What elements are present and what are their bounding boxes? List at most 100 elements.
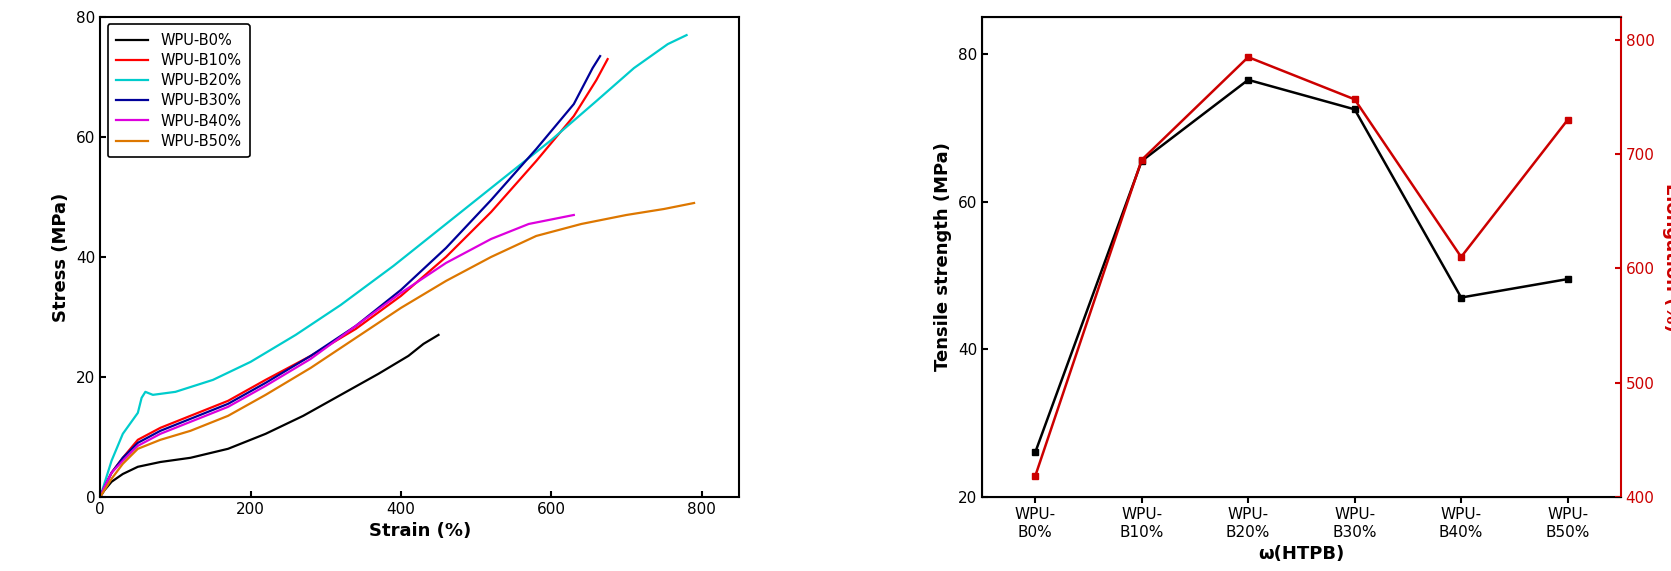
WPU-B10%: [112, 455, 132, 461]
WPU-B20%: [286, 331, 306, 338]
WPU-B30%: [256, 379, 276, 386]
WPU-B30%: [346, 323, 366, 329]
Line: WPU-B50%: WPU-B50%: [100, 203, 693, 497]
WPU-B20%: [90, 493, 110, 500]
WPU-B40%: [150, 431, 170, 437]
WPU-B50%: [391, 304, 411, 311]
WPU-B0%: [428, 331, 448, 338]
WPU-B0%: [368, 371, 388, 377]
WPU-B50%: [217, 412, 237, 419]
WPU-B50%: [94, 487, 114, 494]
Line: WPU-B0%: WPU-B0%: [100, 335, 438, 497]
WPU-B20%: [383, 263, 403, 270]
Y-axis label: Stress (MPa): Stress (MPa): [52, 192, 70, 321]
WPU-B50%: [436, 278, 456, 284]
WPU-B50%: [571, 220, 592, 227]
WPU-B50%: [653, 206, 673, 212]
Y-axis label: Tensile strength (MPa): Tensile strength (MPa): [934, 143, 952, 371]
WPU-B40%: [256, 383, 276, 389]
WPU-B30%: [150, 427, 170, 434]
WPU-B10%: [301, 352, 321, 359]
WPU-B10%: [94, 484, 114, 491]
WPU-B50%: [481, 254, 501, 260]
WPU-B30%: [180, 416, 201, 423]
WPU-B20%: [135, 388, 155, 395]
WPU-B20%: [658, 41, 678, 47]
X-axis label: Strain (%): Strain (%): [369, 522, 471, 540]
WPU-B0%: [292, 412, 312, 419]
WPU-B40%: [217, 403, 237, 410]
Line: WPU-B30%: WPU-B30%: [100, 56, 600, 497]
WPU-B50%: [683, 200, 703, 207]
WPU-B0%: [256, 431, 276, 437]
WPU-B30%: [301, 352, 321, 359]
Line: WPU-B20%: WPU-B20%: [100, 35, 687, 497]
WPU-B10%: [436, 254, 456, 260]
WPU-B50%: [127, 445, 147, 452]
WPU-B50%: [346, 335, 366, 341]
WPU-B0%: [112, 471, 132, 477]
WPU-B50%: [526, 232, 546, 239]
WPU-B30%: [391, 287, 411, 293]
Legend: WPU-B0%, WPU-B10%, WPU-B20%, WPU-B30%, WPU-B40%, WPU-B50%: WPU-B0%, WPU-B10%, WPU-B20%, WPU-B30%, W…: [107, 25, 251, 158]
WPU-B50%: [301, 364, 321, 371]
WPU-B0%: [127, 464, 147, 471]
WPU-B10%: [180, 412, 201, 419]
WPU-B20%: [488, 179, 508, 186]
WPU-B40%: [90, 493, 110, 500]
WPU-B10%: [587, 77, 607, 83]
WPU-B50%: [617, 211, 637, 218]
WPU-B40%: [94, 484, 114, 491]
WPU-B0%: [398, 352, 418, 359]
WPU-B0%: [150, 459, 170, 465]
WPU-B10%: [598, 56, 618, 63]
WPU-B20%: [102, 457, 122, 464]
WPU-B0%: [331, 392, 351, 399]
Line: WPU-B10%: WPU-B10%: [100, 59, 608, 497]
WPU-B50%: [90, 493, 110, 500]
WPU-B40%: [102, 469, 122, 476]
WPU-B30%: [481, 196, 501, 203]
WPU-B40%: [301, 355, 321, 362]
WPU-B20%: [132, 395, 152, 401]
WPU-B10%: [90, 493, 110, 500]
WPU-B40%: [180, 419, 201, 425]
WPU-B50%: [180, 427, 201, 434]
WPU-B50%: [150, 436, 170, 443]
WPU-B30%: [563, 100, 583, 107]
Line: WPU-B40%: WPU-B40%: [100, 215, 573, 497]
WPU-B40%: [481, 235, 501, 242]
WPU-B30%: [90, 493, 110, 500]
WPU-B30%: [112, 455, 132, 461]
WPU-B0%: [102, 478, 122, 485]
Y-axis label: Elongation (%): Elongation (%): [1661, 183, 1671, 331]
WPU-B50%: [112, 460, 132, 467]
WPU-B20%: [541, 136, 561, 143]
WPU-B20%: [202, 376, 222, 383]
WPU-B40%: [391, 289, 411, 296]
WPU-B20%: [331, 301, 351, 308]
WPU-B40%: [127, 443, 147, 449]
WPU-B40%: [112, 457, 132, 464]
WPU-B0%: [180, 455, 201, 461]
WPU-B40%: [346, 323, 366, 329]
WPU-B40%: [518, 220, 538, 227]
WPU-B10%: [256, 376, 276, 383]
WPU-B10%: [102, 469, 122, 476]
WPU-B30%: [127, 440, 147, 447]
WPU-B10%: [481, 208, 501, 215]
WPU-B20%: [436, 220, 456, 227]
WPU-B20%: [127, 409, 147, 416]
WPU-B30%: [217, 400, 237, 407]
WPU-B50%: [256, 392, 276, 399]
WPU-B10%: [526, 158, 546, 164]
WPU-B10%: [127, 436, 147, 443]
WPU-B0%: [94, 487, 114, 494]
WPU-B10%: [346, 325, 366, 332]
WPU-B50%: [102, 475, 122, 482]
WPU-B20%: [677, 31, 697, 39]
WPU-B20%: [587, 98, 607, 104]
WPU-B10%: [150, 424, 170, 431]
WPU-B20%: [623, 65, 643, 71]
WPU-B0%: [413, 340, 433, 347]
